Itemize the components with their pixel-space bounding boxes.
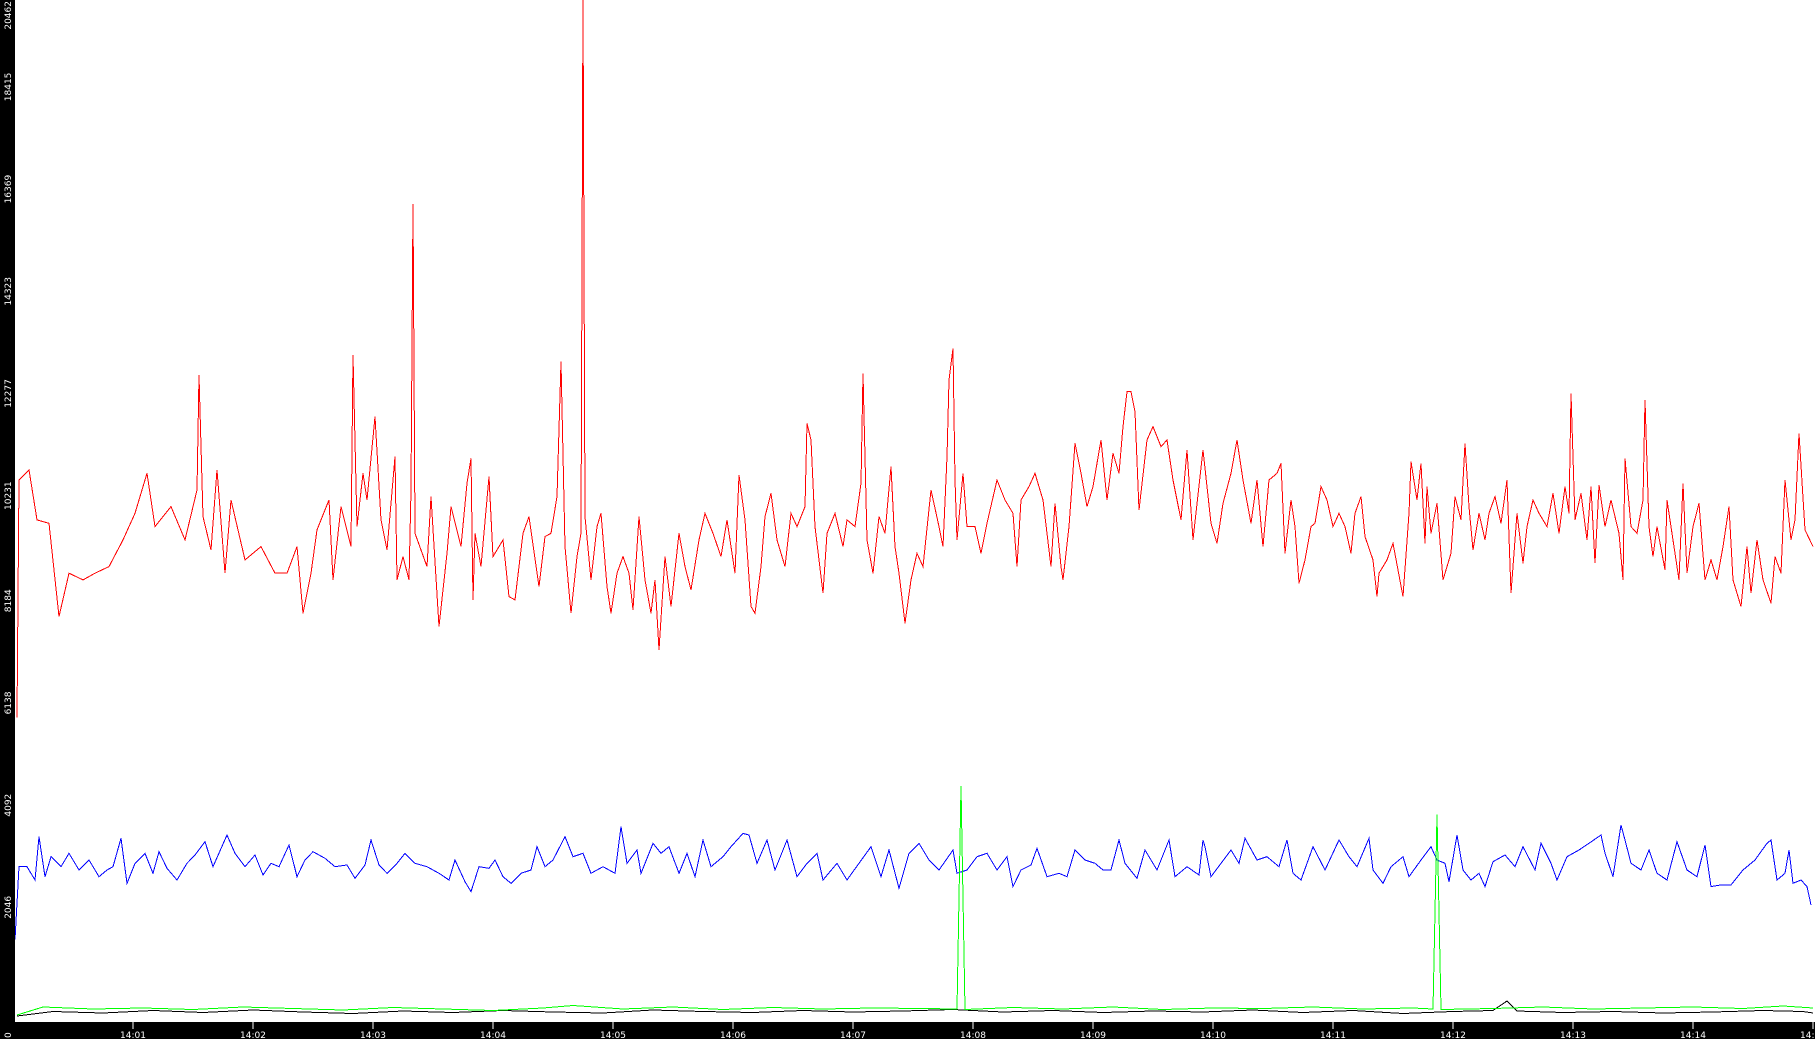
x-tick-label: 14:11	[1320, 1031, 1346, 1039]
y-tick-label: 14323	[4, 277, 14, 306]
y-axis-ticks: 0 2046 4092 6138 8184 10231 12277 14323 16369 184…	[4, 1, 14, 1038]
x-tick-label: 14:10	[1200, 1031, 1226, 1039]
y-axis	[0, 0, 15, 1039]
y-tick-label: 10231	[4, 481, 14, 510]
y-tick-label: 4092	[4, 794, 14, 817]
x-tick-label: 14:02	[240, 1031, 266, 1039]
x-tick-label: 14:07	[840, 1031, 866, 1039]
y-tick-label: 8184	[4, 589, 14, 612]
y-tick-label: 6138	[4, 691, 14, 714]
x-tick-label: 14:15	[1800, 1031, 1815, 1039]
y-tick-label: 20462	[4, 1, 14, 30]
x-tick-label: 14:05	[600, 1031, 626, 1039]
y-tick-label: 16369	[4, 175, 14, 204]
series-line-0	[16, 0, 1814, 718]
x-tick-label: 14:04	[480, 1031, 506, 1039]
series-layer	[14, 0, 1814, 1017]
x-axis-ticks: 14:01 14:02 14:03 14:04 14:05 14:06 14:07 14:08…	[120, 1022, 1815, 1039]
x-tick-label: 14:01	[120, 1031, 146, 1039]
series-line-2	[16, 1000, 1814, 1017]
plot-area	[15, 0, 1815, 1022]
x-axis	[0, 1022, 1815, 1039]
x-tick-label: 14:03	[360, 1031, 386, 1039]
y-tick-label: 0	[4, 1032, 14, 1038]
x-tick-label: 14:09	[1080, 1031, 1106, 1039]
x-tick-label: 14:06	[720, 1031, 746, 1039]
series-line-1	[14, 824, 1812, 940]
x-tick-label: 14:12	[1440, 1031, 1466, 1039]
x-tick-label: 14:13	[1560, 1031, 1586, 1039]
series-line-3	[16, 785, 1814, 1016]
x-tick-label: 14:08	[960, 1031, 986, 1039]
x-tick-label: 14:14	[1680, 1031, 1706, 1039]
y-tick-label: 12277	[4, 379, 14, 408]
y-tick-label: 18415	[4, 73, 14, 102]
y-tick-label: 2046	[4, 896, 14, 919]
